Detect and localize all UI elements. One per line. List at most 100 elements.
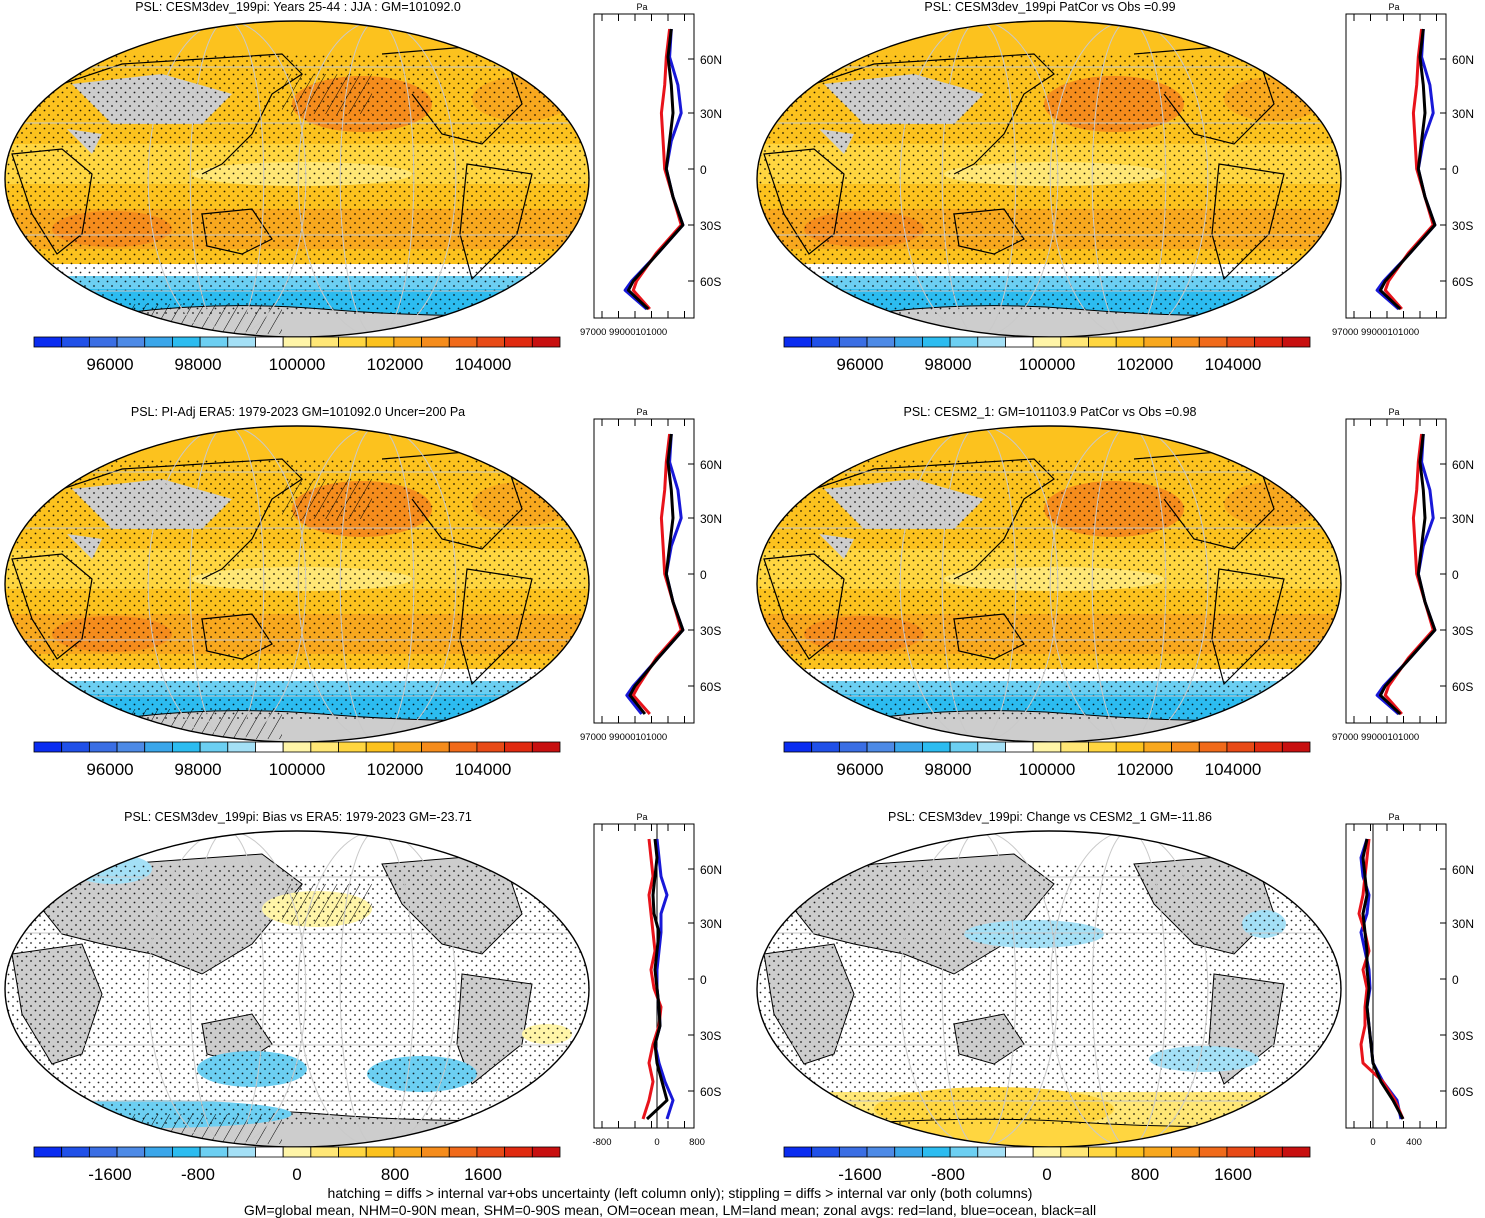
map-panel-2 [756,20,1342,338]
colorbar-swatch [977,741,1006,753]
colorbar-swatch [1088,1146,1117,1158]
zonal-plot-3: Pa 60N 30N 0 30S 60S 97000 99000101000 [580,407,722,743]
zonal-x-ticks: 97000 99000101000 [580,327,667,338]
colorbar-swatch [338,1146,367,1158]
colorbar-swatch [922,336,951,348]
colorbar-swatch [811,741,840,753]
colorbar-swatch [531,1146,561,1158]
lat-label: 60S [700,680,721,694]
colorbar-swatch [922,741,951,753]
zonal-axes-box [593,418,695,724]
colorbar-tick-label: -800 [931,1165,965,1184]
zonal-x-tick: 400 [1406,1137,1422,1148]
colorbar-swatch [88,741,118,753]
zonal-axes-box [1345,418,1447,724]
zonal-x-tick: 0 [654,1137,659,1148]
graticule-lon [147,831,307,1147]
colorbar-swatch [1143,336,1172,348]
colorbar-swatch [1032,1146,1062,1158]
colorbar-swatch [1198,741,1228,753]
stippling [757,864,1341,1124]
colorbar-tick-label: 96000 [86,355,133,374]
colorbar-swatch [88,336,118,348]
zonal-all-line [1378,433,1437,716]
colorbar-tick-label: 104000 [1205,760,1262,779]
zonal-all-line [645,838,669,1121]
colorbar-swatch [88,1146,118,1158]
zonal-x-tick: -800 [592,1137,611,1148]
colorbar-swatch [365,336,395,348]
colorbar-tick-label: 0 [292,1165,301,1184]
lat-label: 0 [1452,163,1459,177]
coast-australia [953,208,1025,255]
colorbar-swatch [1005,1146,1034,1158]
colorbar-swatch [1198,336,1228,348]
colorbar-tick-label: 1600 [464,1165,502,1184]
colorbar-swatch [977,336,1006,348]
colorbar-tick-label: -1600 [88,1165,131,1184]
zonal-plot-1: Pa 60N 30N 0 30S 60S 97000 99000101000 [580,2,722,338]
colorbar-swatch [33,1146,63,1158]
lat-label: 60N [1452,53,1474,67]
lat-label: 30S [1452,219,1473,233]
coast-south-america [459,568,533,686]
colorbar-swatch [310,741,339,753]
lat-label: 60N [700,53,722,67]
colorbar-tick-label: 104000 [1205,355,1262,374]
lat-label: 60S [1452,680,1473,694]
colorbar-swatch [1226,741,1256,753]
colorbar-swatch [1032,336,1062,348]
colorbar-tick-label: 98000 [174,355,221,374]
colorbar-swatch [1005,741,1034,753]
colorbar-swatch [1254,336,1283,348]
colorbar-swatch [61,336,90,348]
colorbar-swatch [1171,1146,1200,1158]
colorbar-swatch [504,336,533,348]
hatching [282,479,372,519]
map-panel-4 [756,425,1342,743]
lat-label: 0 [1452,973,1459,987]
lat-label: 0 [700,973,707,987]
coast-africa [763,553,845,660]
colorbar-swatch [421,741,450,753]
lat-label: 60N [700,863,722,877]
colorbar-tick-label: 98000 [924,355,971,374]
colorbar-4: 96000 98000 100000 102000 104000 [783,741,1311,779]
colorbar-swatch [1254,741,1283,753]
graticule-lon [189,831,265,1147]
panel-title-4: PSL: CESM2_1: GM=101103.9 PatCor vs Obs … [903,405,1197,419]
zonal-ocean-line [1375,28,1437,311]
colorbar-swatch [338,741,367,753]
colorbar-swatch [282,741,312,753]
lat-label: 60S [700,1085,721,1099]
lat-label: 0 [700,163,707,177]
colorbar-tick-label: 102000 [1117,355,1174,374]
lat-label: 30S [700,219,721,233]
zonal-axes-box [1345,823,1447,1129]
colorbar-swatch [33,336,63,348]
colorbar-swatch [1254,1146,1283,1158]
lat-label: 30S [700,1029,721,1043]
lat-label: 30S [1452,624,1473,638]
footnote-2: GM=global mean, NHM=0-90N mean, SHM=0-90… [243,1202,1097,1218]
colorbar-swatch [1171,741,1200,753]
colorbar-swatch [838,1146,868,1158]
zonal-x-tick: 0 [1370,1137,1375,1148]
coast-eurasia [21,458,303,580]
colorbar-tick-label: 100000 [1019,355,1076,374]
colorbar-swatch [144,741,173,753]
colorbar-swatch [949,741,979,753]
zonal-all-line [1361,838,1405,1120]
colorbar-5: -1600 -800 0 800 1600 [33,1146,561,1184]
lat-label: 30N [1452,512,1474,526]
colorbar-swatch [504,741,533,753]
colorbar-tick-label: 96000 [836,760,883,779]
zonal-axes-box [593,13,695,319]
colorbar-swatch [61,741,90,753]
colorbar-swatch [282,1146,312,1158]
colorbar-swatch [1143,1146,1172,1158]
colorbar-swatch [199,336,229,348]
colorbar-tick-label: 104000 [455,355,512,374]
zonal-plot-5: Pa 60N 30N 0 30S 60S -800 0 800 [592,812,722,1148]
colorbar-swatch [894,1146,923,1158]
